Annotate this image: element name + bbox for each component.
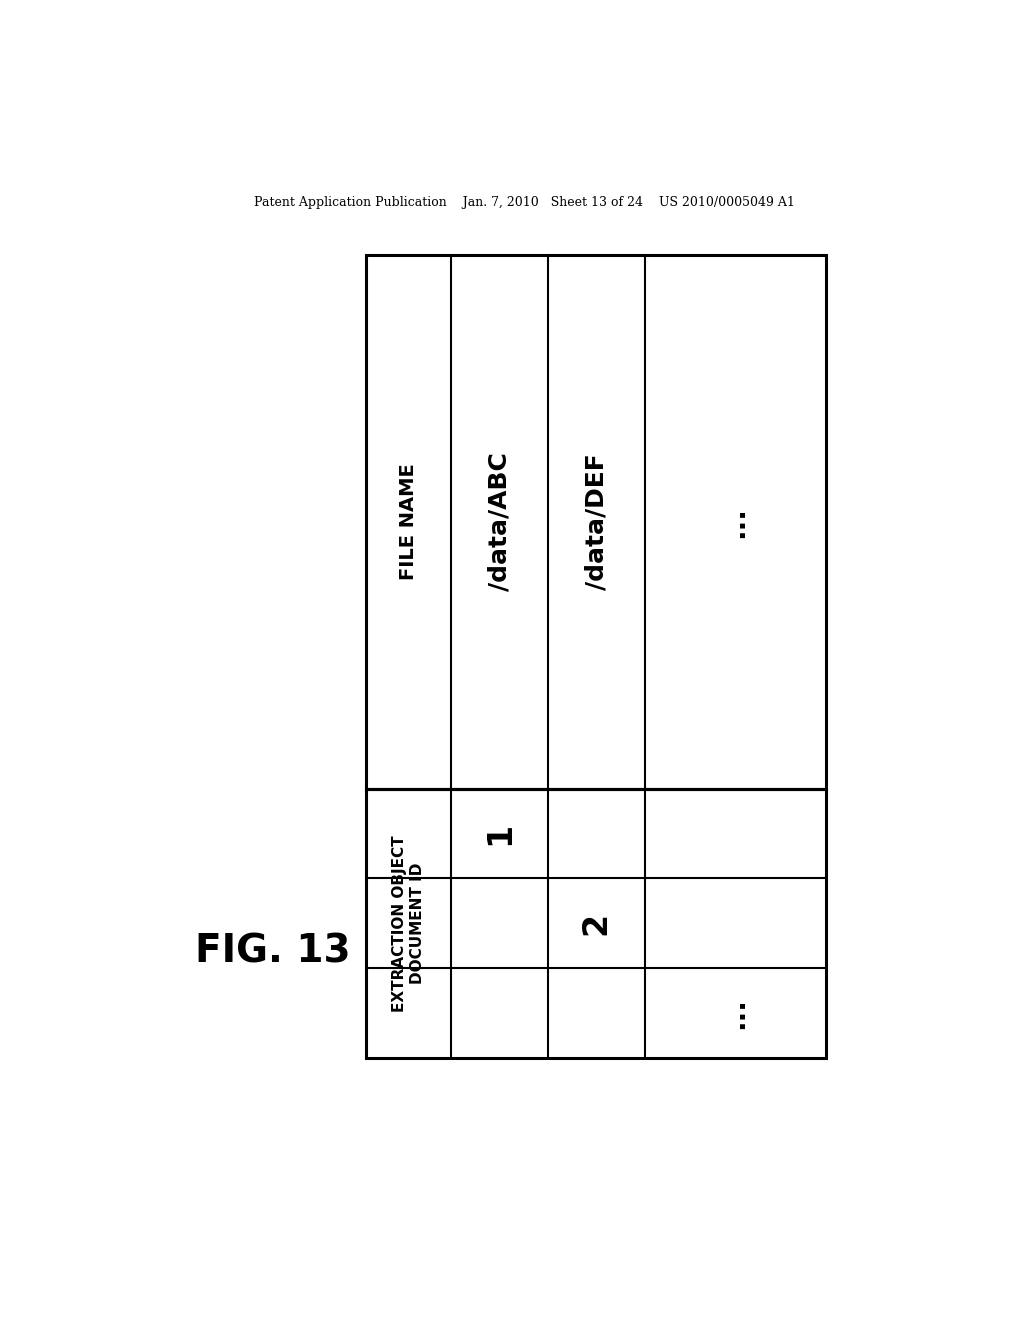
Text: 1: 1 [483,822,516,845]
Text: ...: ... [722,997,750,1030]
Text: 2: 2 [580,912,612,935]
Text: ...: ... [722,506,750,537]
Bar [367,255,826,788]
Text: FILE NAME: FILE NAME [399,463,418,579]
Text: /data/DEF: /data/DEF [585,453,608,590]
Text: FIG. 13: FIG. 13 [196,932,351,970]
Text: EXTRACTION OBJECT
DOCUMENT ID: EXTRACTION OBJECT DOCUMENT ID [392,836,425,1011]
Text: Patent Application Publication    Jan. 7, 2010   Sheet 13 of 24    US 2010/00050: Patent Application Publication Jan. 7, 2… [254,195,796,209]
Bar [367,788,826,1057]
Text: /data/ABC: /data/ABC [487,453,512,591]
